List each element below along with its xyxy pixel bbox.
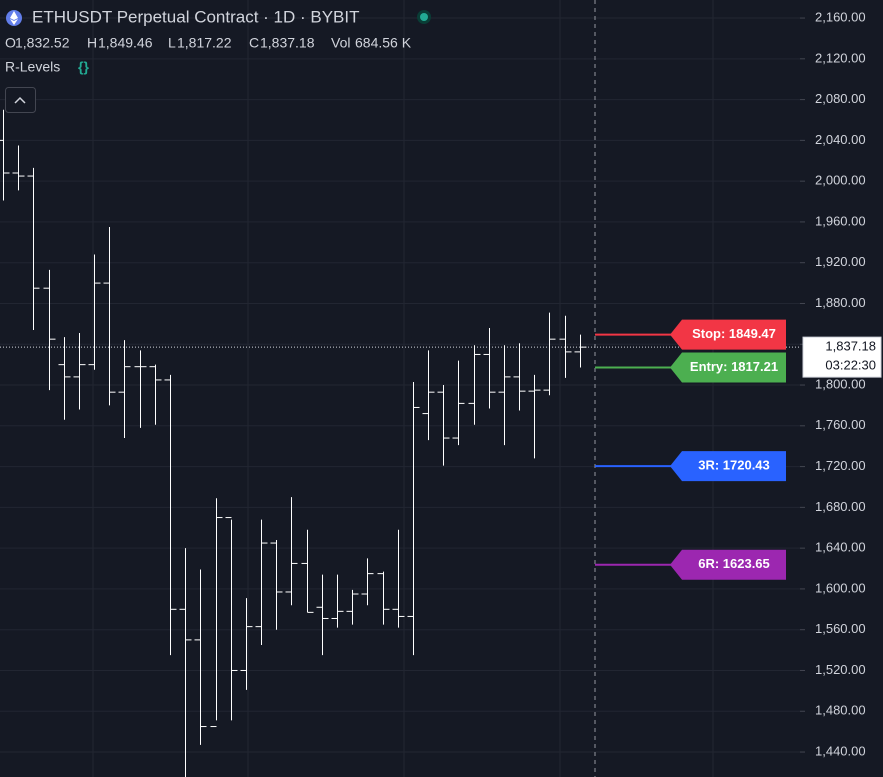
level-label: 3R: 1720.43 xyxy=(698,458,770,473)
y-tick-label: 2,040.00 xyxy=(815,132,866,147)
axis-background xyxy=(800,0,883,777)
ohlc-key: Vol xyxy=(331,35,350,51)
ohlc-key: H xyxy=(87,35,97,51)
levels: Stop: 1849.47 Entry: 1817.21 3R: 1720.43 6R… xyxy=(595,319,786,580)
y-tick-label: 1,560.00 xyxy=(815,621,866,636)
price-axis: 1,440.00 1,480.00 1,520.00 1,560.00 1,600.00… xyxy=(800,0,883,777)
level-label: Entry: 1817.21 xyxy=(690,359,778,374)
chevron xyxy=(14,96,26,104)
countdown: 03:22:30 xyxy=(825,358,876,373)
y-tick-label: 1,680.00 xyxy=(815,499,866,514)
y-tick-label: 2,080.00 xyxy=(815,91,866,106)
ohlc-value: 1,837.18 xyxy=(260,35,315,51)
level-tag xyxy=(670,451,786,482)
y-tick-label: 1,920.00 xyxy=(815,254,866,269)
y-tick-label: 1,760.00 xyxy=(815,417,866,432)
last-price-box xyxy=(802,336,882,378)
ohlc-value: 1,849.46 xyxy=(98,35,153,51)
indicator-name[interactable]: R-Levels xyxy=(5,59,60,75)
y-tick-label: 2,120.00 xyxy=(815,50,866,65)
y-tick-label: 1,960.00 xyxy=(815,213,866,228)
ohlc-key: O xyxy=(5,35,16,51)
ohlc-key: L xyxy=(168,35,176,51)
y-tick-label: 2,000.00 xyxy=(815,173,866,188)
level-tag xyxy=(670,352,786,383)
vertical-grid xyxy=(92,0,714,777)
y-tick-label: 1,440.00 xyxy=(815,743,866,758)
last-price-label: 1,837.18 xyxy=(825,339,876,354)
indicator-icon[interactable]: {} xyxy=(78,59,89,75)
y-tick-label: 1,520.00 xyxy=(815,662,866,677)
y-tick-label: 2,160.00 xyxy=(815,9,866,24)
y-tick-label: 1,600.00 xyxy=(815,580,866,595)
chart-title: ETHUSDT Perpetual Contract · 1D · BYBIT xyxy=(32,7,360,26)
level-label: Stop: 1849.47 xyxy=(692,326,776,341)
collapse-button[interactable] xyxy=(5,87,36,113)
level-tag xyxy=(670,549,786,580)
y-tick-label: 1,880.00 xyxy=(815,295,866,310)
ohlc-value: 684.56 K xyxy=(355,35,412,51)
y-tick-label: 1,480.00 xyxy=(815,703,866,718)
level-label: 6R: 1623.65 xyxy=(698,556,770,571)
level-tag xyxy=(670,319,786,350)
bars xyxy=(0,109,587,777)
ohlc-value: 1,817.22 xyxy=(177,35,232,51)
eth-glyph xyxy=(10,11,18,25)
ohlc-value: 1,832.52 xyxy=(15,35,70,51)
status-dot xyxy=(420,13,428,21)
y-tick-label: 1,800.00 xyxy=(815,376,866,391)
grid xyxy=(0,17,800,753)
y-tick-label: 1,640.00 xyxy=(815,540,866,555)
y-tick-label: 1,720.00 xyxy=(815,458,866,473)
ohlc-key: C xyxy=(249,35,259,51)
ohlc-legend: O 1,832.52 H 1,849.46 L 1,817.22 C 1,837… xyxy=(5,35,412,51)
